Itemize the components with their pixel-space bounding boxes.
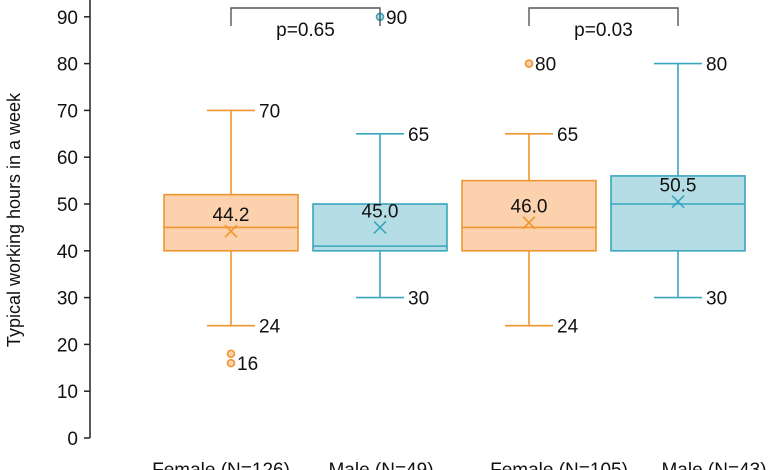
x-category-label: Female (N=105) [490, 460, 628, 470]
y-tick-label: 90 [57, 8, 78, 29]
category-labels: Female (N=126) Male (N=49) Female (N=105) M… [152, 460, 766, 470]
y-tick-label: 0 [67, 429, 78, 450]
x-category-label: Female (N=126) [152, 460, 290, 470]
max-label: 65 [557, 125, 578, 146]
min-label: 30 [408, 289, 429, 310]
comparison-brackets: p=0.65 p=0.03 [230, 7, 679, 41]
y-tick-label: 20 [57, 335, 78, 356]
iqr-box [163, 193, 299, 252]
min-label: 24 [557, 317, 579, 338]
iqr-box [312, 203, 448, 252]
outlier-label: 80 [535, 55, 556, 76]
min-label: 30 [706, 289, 727, 310]
min-label: 24 [259, 317, 281, 338]
comparison-bracket: p=0.65 [230, 7, 381, 41]
iqr-box [461, 179, 597, 252]
outlier-label: 16 [237, 354, 258, 375]
mean-marker [671, 195, 685, 209]
max-label: 70 [259, 101, 280, 122]
y-tick-label: 30 [57, 289, 78, 310]
outlier-point [226, 358, 236, 368]
x-category-label: Male (N=49) [328, 460, 433, 470]
mean-marker [522, 216, 536, 230]
y-tick-label: 40 [57, 242, 78, 263]
iqr-box [610, 175, 746, 252]
bracket-line [230, 7, 381, 26]
bracket-line [528, 7, 679, 26]
y-tick-label: 80 [57, 55, 78, 76]
x-category-label: Male (N=43) [661, 460, 766, 470]
outlier-point [226, 349, 236, 359]
mean-marker [224, 224, 238, 238]
max-label: 80 [706, 55, 727, 76]
outlier-label: 90 [386, 8, 407, 29]
comparison-bracket: p=0.03 [528, 7, 679, 41]
box-female: 46.0 65 24 80 [461, 55, 597, 338]
y-tick-label: 70 [57, 101, 78, 122]
box-male: 45.0 65 30 90 [312, 8, 448, 310]
p-value-label: p=0.03 [574, 20, 633, 41]
box-male: 50.5 80 30 [610, 55, 746, 310]
y-tick-label: 50 [57, 195, 78, 216]
max-label: 65 [408, 125, 429, 146]
mean-label: 46.0 [511, 197, 548, 218]
mean-label: 50.5 [660, 176, 697, 197]
mean-marker [373, 220, 387, 234]
y-tick-label: 10 [57, 382, 78, 403]
y-axis-label: Typical working hours in a week [4, 92, 24, 347]
mean-label: 45.0 [362, 201, 399, 222]
y-axis: 0 10 20 30 40 50 60 70 80 90 [57, 0, 91, 450]
outlier-point [524, 59, 534, 68]
p-value-label: p=0.65 [276, 20, 335, 41]
mean-label: 44.2 [213, 205, 250, 226]
y-tick-label: 60 [57, 148, 78, 169]
